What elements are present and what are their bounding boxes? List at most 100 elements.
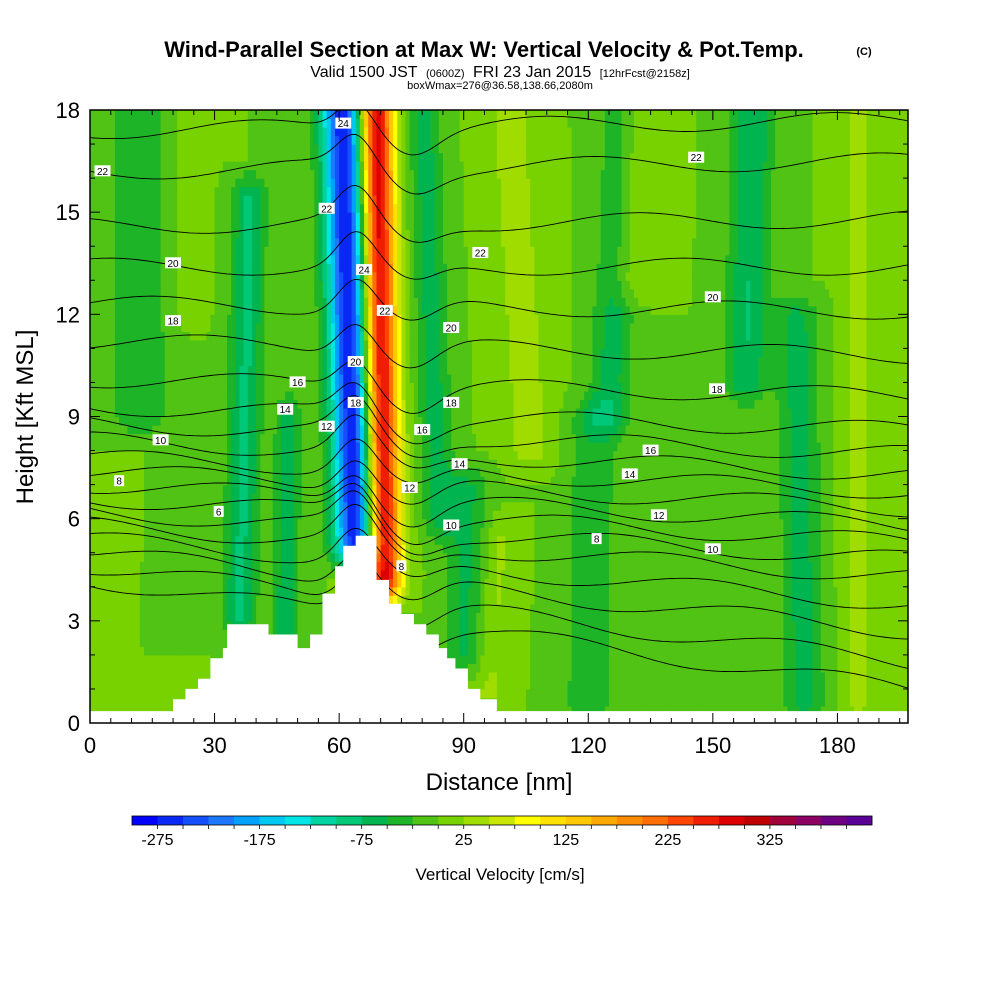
velocity-cell (235, 570, 240, 579)
velocity-cell (759, 536, 764, 545)
velocity-cell (763, 689, 768, 698)
velocity-cell (518, 561, 523, 570)
velocity-cell (883, 646, 888, 655)
velocity-cell (273, 578, 278, 587)
velocity-cell (696, 595, 701, 604)
velocity-cell (688, 570, 693, 579)
velocity-cell (260, 595, 265, 604)
velocity-cell (779, 646, 784, 655)
velocity-cell (219, 578, 224, 587)
velocity-cell (651, 680, 656, 689)
velocity-cell (700, 697, 705, 706)
velocity-cell (198, 646, 203, 655)
velocity-cell (484, 672, 489, 681)
velocity-cell (256, 604, 261, 613)
velocity-cell (198, 595, 203, 604)
velocity-cell (568, 570, 573, 579)
velocity-cell (792, 672, 797, 681)
velocity-cell (215, 621, 220, 630)
velocity-cell (792, 680, 797, 689)
velocity-cell (667, 544, 672, 553)
velocity-cell (696, 544, 701, 553)
velocity-cell (609, 587, 614, 596)
velocity-cell (451, 595, 456, 604)
velocity-cell (754, 536, 759, 545)
velocity-cell (538, 519, 543, 528)
velocity-cell (705, 570, 710, 579)
velocity-cell (891, 629, 896, 638)
velocity-cell (663, 604, 668, 613)
velocity-cell (269, 544, 274, 553)
velocity-cell (314, 595, 319, 604)
velocity-cell (148, 621, 153, 630)
velocity-cell (227, 553, 232, 562)
velocity-cell (501, 510, 506, 519)
velocity-cell (551, 629, 556, 638)
velocity-cell (887, 604, 892, 613)
velocity-cell (742, 570, 747, 579)
velocity-cell (181, 638, 186, 647)
velocity-cell (738, 578, 743, 587)
velocity-cell (210, 629, 215, 638)
velocity-cell (493, 587, 498, 596)
velocity-cell (696, 697, 701, 706)
velocity-cell (538, 604, 543, 613)
velocity-cell (862, 621, 867, 630)
velocity-cell (306, 612, 311, 621)
velocity-cell (825, 680, 830, 689)
velocity-cell (613, 527, 618, 536)
velocity-cell (102, 561, 107, 570)
velocity-cell (302, 527, 307, 536)
velocity-cell (634, 553, 639, 562)
velocity-cell (505, 544, 510, 553)
velocity-cell (775, 595, 780, 604)
velocity-cell (754, 638, 759, 647)
velocity-cell (119, 689, 124, 698)
velocity-cell (642, 680, 647, 689)
velocity-cell (327, 553, 332, 562)
velocity-cell (721, 612, 726, 621)
velocity-cell (651, 672, 656, 681)
velocity-cell (543, 595, 548, 604)
velocity-cell (248, 612, 253, 621)
velocity-cell (107, 578, 112, 587)
velocity-cell (530, 536, 535, 545)
velocity-cell (617, 663, 622, 672)
velocity-cell (140, 621, 145, 630)
velocity-cell (94, 689, 99, 698)
velocity-cell (460, 553, 465, 562)
velocity-cell (223, 578, 228, 587)
velocity-cell (210, 646, 215, 655)
velocity-cell (94, 680, 99, 689)
velocity-cell (555, 595, 560, 604)
velocity-cell (414, 612, 419, 621)
velocity-cell (588, 595, 593, 604)
velocity-cell (592, 689, 597, 698)
velocity-cell (285, 621, 290, 630)
velocity-cell (759, 638, 764, 647)
velocity-cell (306, 519, 311, 528)
velocity-cell (688, 612, 693, 621)
velocity-cell (875, 621, 880, 630)
velocity-cell (837, 536, 842, 545)
velocity-cell (804, 561, 809, 570)
velocity-cell (219, 595, 224, 604)
velocity-cell (472, 587, 477, 596)
velocity-cell (186, 595, 191, 604)
velocity-cell (248, 553, 253, 562)
velocity-cell (302, 604, 307, 613)
velocity-cell (659, 689, 664, 698)
velocity-cell (202, 561, 207, 570)
velocity-cell (460, 612, 465, 621)
velocity-cell (788, 553, 793, 562)
velocity-cell (310, 544, 315, 553)
velocity-cell (435, 578, 440, 587)
velocity-cell (186, 680, 191, 689)
velocity-cell (750, 536, 755, 545)
velocity-cell (497, 663, 502, 672)
velocity-cell (219, 604, 224, 613)
velocity-cell (252, 595, 257, 604)
velocity-cell (896, 689, 901, 698)
velocity-cell (231, 502, 236, 511)
velocity-cell (472, 553, 477, 562)
